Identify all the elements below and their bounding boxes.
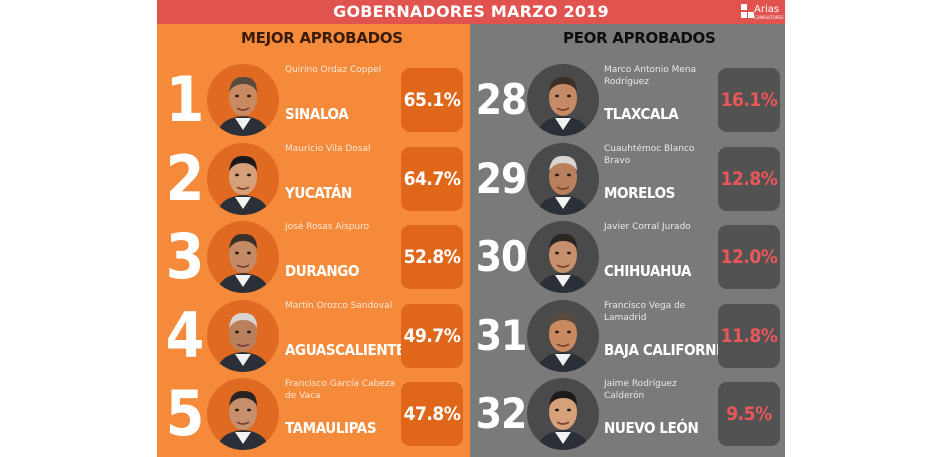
governor-row: 28 Marco Antonio Mena Rodríguez TLAXCALA 16…: [470, 61, 785, 139]
logo-square-icon: [741, 4, 747, 10]
governor-name: Quirino Ordaz Coppel: [285, 65, 382, 75]
governor-name: Jaime Rodríguez Calderón: [604, 379, 677, 401]
governor-name: Francisco Vega de Lamadrid: [604, 300, 686, 323]
logo-text: Arias: [754, 4, 780, 15]
best-heading: MEJOR APROBADOS: [241, 29, 403, 47]
approval-percentage: 12.8%: [718, 146, 780, 211]
state-name: NUEVO LEÓN: [604, 419, 699, 437]
logo-square-icon: [748, 12, 754, 18]
governor-row: 2 Mauricio Vila Dosal YUCATÁN 64.7%: [157, 140, 470, 218]
approval-percentage: 12.0%: [718, 225, 780, 289]
governor-name: Marco Antonio Mena Rodríguez: [604, 65, 697, 87]
state-name: DURANGO: [285, 262, 360, 280]
governor-portrait-icon: [527, 299, 599, 372]
state-name: TLAXCALA: [604, 105, 679, 123]
logo-subtext: CONSULTORES: [754, 15, 784, 20]
rank-number: 31: [475, 310, 528, 360]
governor-portrait-icon: [527, 142, 599, 215]
governor-portrait-icon: [207, 64, 279, 136]
rank-number: 29: [475, 153, 528, 203]
governor-name: Javier Corral Jurado: [604, 222, 691, 232]
governor-portrait-icon: [527, 378, 599, 450]
approval-percentage: 11.8%: [718, 303, 780, 368]
state-name: MORELOS: [604, 183, 675, 202]
rank-number: 28: [475, 75, 528, 124]
approval-percentage: 16.1%: [718, 68, 780, 132]
rank-number: 1: [165, 63, 205, 136]
approval-percentage: 49.7%: [401, 303, 463, 368]
approval-percentage: 52.8%: [401, 225, 463, 289]
rank-number: 30: [475, 232, 528, 281]
governor-row: 3 José Rosas Aispuro DURANGO 52.8%: [157, 218, 470, 296]
state-name: SINALOA: [285, 105, 349, 123]
rank-number: 3: [165, 220, 205, 293]
state-name: BAJA CALIFORNIA: [604, 340, 731, 359]
governor-row: 29 Cuauhtémoc Blanco Bravo MORELOS 12.8%: [470, 140, 785, 218]
governor-portrait-icon: [207, 142, 279, 215]
governor-portrait-icon: [207, 378, 279, 450]
governor-portrait-icon: [207, 299, 279, 372]
governor-name: Martín Orozco Sandoval: [285, 300, 393, 311]
governor-portrait-icon: [527, 221, 599, 293]
brand-logo: Arias CONSULTORES: [741, 2, 784, 22]
governor-portrait-icon: [207, 221, 279, 293]
governor-name: Mauricio Vila Dosal: [285, 143, 371, 154]
governor-row: 32 Jaime Rodríguez Calderón NUEVO LEÓN 9.5%: [470, 375, 785, 453]
approval-percentage: 9.5%: [718, 382, 780, 446]
state-name: YUCATÁN: [285, 183, 352, 202]
title-bar: GOBERNADORES MARZO 2019 Arias CONSULTORE…: [157, 0, 785, 24]
logo-square-icon: [741, 12, 747, 18]
state-name: TAMAULIPAS: [285, 419, 377, 437]
state-name: CHIHUAHUA: [604, 262, 692, 280]
approval-percentage: 47.8%: [401, 382, 463, 446]
governor-name: José Rosas Aispuro: [285, 222, 370, 232]
best-approved-panel: MEJOR APROBADOS 1 Quirino Ordaz Coppel SIN…: [157, 24, 470, 457]
worst-approved-panel: PEOR APROBADOS 28 Marco Antonio Mena Rodr…: [470, 24, 785, 457]
governor-name: Cuauhtémoc Blanco Bravo: [604, 143, 695, 166]
worst-heading: PEOR APROBADOS: [563, 29, 716, 47]
governor-row: 30 Javier Corral Jurado CHIHUAHUA 12.0%: [470, 218, 785, 296]
governor-row: 4 Martín Orozco Sandoval AGUASCALIENTES 49.…: [157, 297, 470, 375]
rank-number: 2: [165, 141, 205, 215]
governor-row: 31 Francisco Vega de Lamadrid BAJA CALIFOR…: [470, 297, 785, 375]
rank-number: 32: [475, 389, 528, 438]
governor-row: 1 Quirino Ordaz Coppel SINALOA 65.1%: [157, 61, 470, 139]
approval-percentage: 65.1%: [401, 68, 463, 132]
governor-portrait-icon: [527, 64, 599, 136]
governor-name: Francisco García Cabeza de Vaca: [285, 379, 395, 401]
rank-number: 4: [165, 298, 205, 372]
page-title: GOBERNADORES MARZO 2019: [333, 2, 609, 21]
state-name: AGUASCALIENTES: [285, 340, 415, 359]
approval-percentage: 64.7%: [401, 146, 463, 211]
infographic: GOBERNADORES MARZO 2019 Arias CONSULTORE…: [157, 0, 785, 457]
rank-number: 5: [165, 377, 205, 450]
governor-row: 5 Francisco García Cabeza de Vaca TAMAULIP…: [157, 375, 470, 453]
